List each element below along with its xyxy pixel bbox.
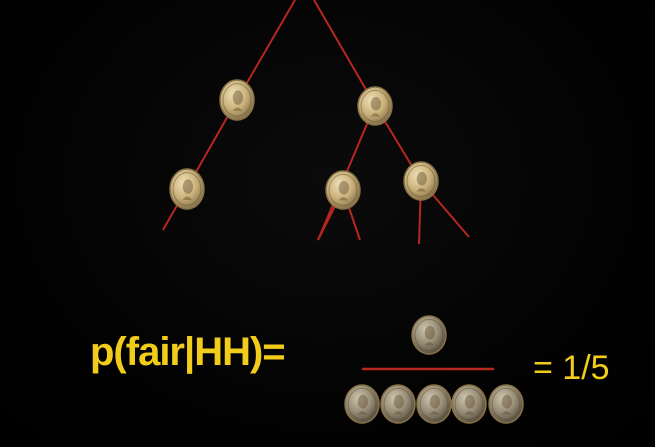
branch-left-down <box>162 99 238 231</box>
coin-icon-denominator-4 <box>451 384 487 424</box>
branch-root-right <box>313 0 376 106</box>
coin-icon-level1-right <box>357 86 393 126</box>
coin-icon-denominator-3 <box>416 384 452 424</box>
formula-rhs-text: = 1/5 <box>533 349 610 387</box>
coin-group <box>169 79 524 424</box>
coin-icon-denominator-2 <box>380 384 416 424</box>
formula-lhs-text: p(fair|HH)= <box>90 330 286 374</box>
coin-icon-level2-left <box>169 168 205 210</box>
coin-icon-denominator-5 <box>488 384 524 424</box>
tree-branches <box>162 0 470 245</box>
coin-icon-denominator-1 <box>344 384 380 424</box>
coin-icon-level2-mid <box>325 170 361 210</box>
coin-icon-level2-right <box>403 161 439 201</box>
coin-icon-level1-left <box>219 79 255 121</box>
coin-icon-numerator <box>411 315 447 355</box>
